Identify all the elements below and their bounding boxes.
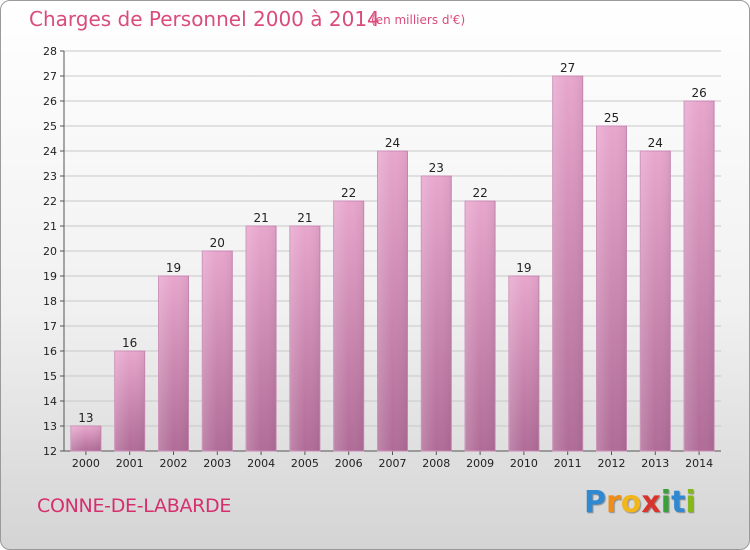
- bar-value-label: 13: [78, 411, 93, 425]
- y-tick-label: 28: [43, 45, 57, 58]
- y-tick-label: 22: [43, 195, 57, 208]
- y-tick-label: 13: [43, 420, 57, 433]
- bar-value-label: 22: [341, 186, 356, 200]
- y-tick-label: 23: [43, 170, 57, 183]
- x-tick-label: 2005: [291, 457, 319, 470]
- logo-letter: i: [685, 485, 696, 520]
- chart-subtitle: (en milliers d'€): [371, 13, 466, 27]
- y-tick-label: 25: [43, 120, 57, 133]
- logo-letter: P: [584, 485, 606, 520]
- logo-letter: o: [620, 485, 642, 520]
- y-tick-label: 14: [43, 395, 57, 408]
- x-tick-label: 2013: [641, 457, 669, 470]
- bar-sheen: [289, 226, 320, 451]
- bar-value-label: 19: [516, 261, 531, 275]
- bar-value-label: 26: [691, 86, 706, 100]
- y-tick-label: 17: [43, 320, 57, 333]
- y-tick-label: 26: [43, 95, 57, 108]
- logo-letter: i: [660, 485, 672, 520]
- proxiti-logo[interactable]: Proxiti: [584, 485, 696, 520]
- bar-sheen: [333, 201, 364, 451]
- bar-value-label: 22: [472, 186, 487, 200]
- x-tick-label: 2014: [685, 457, 713, 470]
- bar-value-label: 27: [560, 61, 575, 75]
- bar-value-label: 19: [166, 261, 181, 275]
- y-tick-label: 20: [43, 245, 57, 258]
- bar-sheen: [552, 76, 583, 451]
- x-tick-label: 2000: [72, 457, 100, 470]
- y-tick-label: 12: [43, 445, 57, 458]
- bar-value-label: 25: [604, 111, 619, 125]
- bar-value-label: 23: [429, 161, 444, 175]
- y-tick-label: 27: [43, 70, 57, 83]
- bar-sheen: [70, 426, 101, 451]
- logo-letter: r: [606, 485, 621, 520]
- bar-sheen: [377, 151, 408, 451]
- bar-value-label: 20: [210, 236, 225, 250]
- bar-sheen: [202, 251, 233, 451]
- y-tick-label: 15: [43, 370, 57, 383]
- x-tick-label: 2009: [466, 457, 494, 470]
- bar-sheen: [421, 176, 452, 451]
- bar-sheen: [114, 351, 145, 451]
- bar-value-label: 24: [385, 136, 400, 150]
- x-tick-label: 2011: [554, 457, 582, 470]
- bar-sheen: [508, 276, 539, 451]
- bar-value-label: 21: [253, 211, 268, 225]
- x-tick-label: 2007: [379, 457, 407, 470]
- bar-sheen: [158, 276, 189, 451]
- x-tick-label: 2008: [422, 457, 450, 470]
- x-tick-label: 2002: [160, 457, 188, 470]
- x-tick-label: 2003: [203, 457, 231, 470]
- x-tick-label: 2001: [116, 457, 144, 470]
- bars: [70, 75, 715, 452]
- y-tick-label: 24: [43, 145, 57, 158]
- bar-sheen: [596, 126, 627, 451]
- bar-value-label: 24: [648, 136, 663, 150]
- bar-sheen: [246, 226, 277, 451]
- x-tick-label: 2010: [510, 457, 538, 470]
- bar-sheen: [465, 201, 496, 451]
- x-tick-label: 2006: [335, 457, 363, 470]
- bar-sheen: [640, 151, 671, 451]
- bar-value-label: 16: [122, 336, 137, 350]
- bar-sheen: [684, 101, 715, 451]
- logo-letter: x: [641, 485, 661, 520]
- chart-title: Charges de Personnel 2000 à 2014: [29, 7, 380, 31]
- y-tick-label: 16: [43, 345, 57, 358]
- commune-name: CONNE-DE-LABARDE: [37, 495, 232, 517]
- labels: 12 13 14 15 16 17 18 19 20 21 22 23 24 25 26 27 28 13 2000…: [43, 45, 713, 470]
- x-tick-label: 2004: [247, 457, 275, 470]
- y-tick-label: 18: [43, 295, 57, 308]
- x-tick-label: 2012: [598, 457, 626, 470]
- bar-value-label: 21: [297, 211, 312, 225]
- logo-letter: t: [671, 485, 686, 520]
- y-tick-label: 19: [43, 270, 57, 283]
- y-tick-label: 21: [43, 220, 57, 233]
